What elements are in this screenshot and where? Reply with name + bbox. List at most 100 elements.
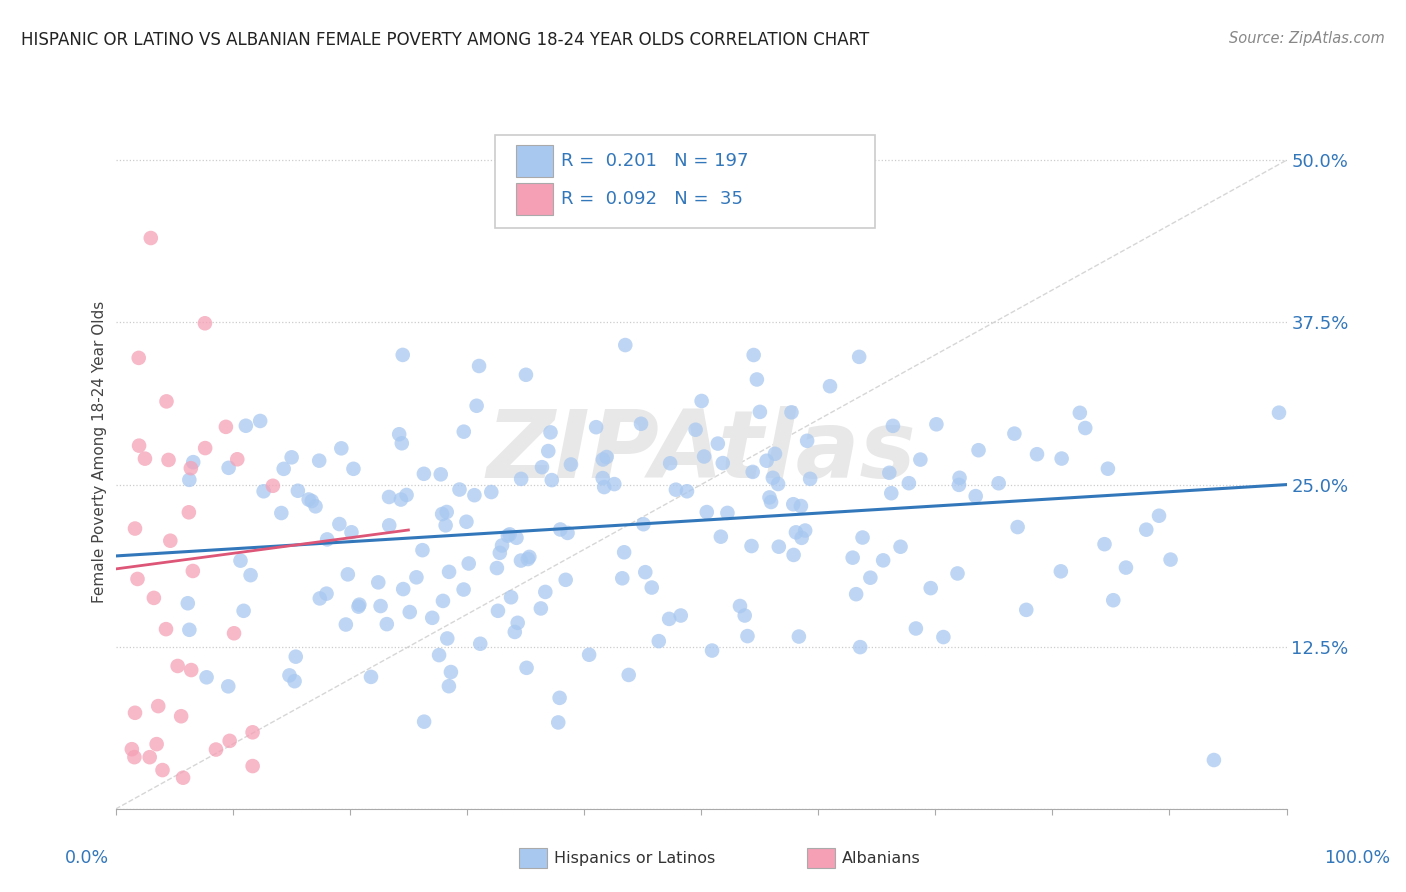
- Text: R =  0.092   N =  35: R = 0.092 N = 35: [561, 190, 744, 209]
- Point: [340, 525, 363, 540]
- Point: [794, 524, 817, 538]
- Point: [127, 572, 149, 586]
- Point: [457, 557, 479, 571]
- Y-axis label: Female Poverty Among 18-24 Year Olds: Female Poverty Among 18-24 Year Olds: [93, 301, 107, 603]
- Point: [762, 471, 785, 485]
- Point: [270, 506, 292, 520]
- Point: [388, 427, 411, 442]
- Point: [215, 420, 238, 434]
- Text: Hispanics or Latinos: Hispanics or Latinos: [554, 851, 716, 865]
- Point: [1007, 520, 1029, 534]
- Point: [145, 737, 167, 751]
- Point: [449, 483, 471, 497]
- Point: [503, 624, 526, 639]
- Point: [557, 525, 579, 540]
- Point: [1097, 461, 1119, 475]
- Point: [304, 500, 326, 514]
- Point: [763, 447, 786, 461]
- Point: [205, 742, 228, 756]
- Point: [499, 591, 522, 605]
- Point: [436, 632, 458, 646]
- Point: [367, 575, 389, 590]
- Point: [612, 571, 634, 585]
- Point: [851, 531, 873, 545]
- Point: [242, 725, 264, 739]
- Point: [904, 622, 927, 636]
- Point: [463, 488, 485, 502]
- Point: [516, 661, 538, 675]
- Point: [172, 771, 194, 785]
- Point: [641, 581, 664, 595]
- Point: [548, 690, 571, 705]
- Point: [139, 231, 162, 245]
- Point: [252, 484, 274, 499]
- Point: [547, 715, 569, 730]
- Point: [1102, 593, 1125, 607]
- Point: [768, 540, 790, 554]
- Point: [1050, 451, 1073, 466]
- Point: [1268, 406, 1291, 420]
- Point: [124, 522, 146, 536]
- Point: [530, 460, 553, 475]
- Point: [335, 617, 357, 632]
- Point: [758, 491, 780, 505]
- Point: [398, 605, 420, 619]
- Point: [411, 543, 433, 558]
- Point: [790, 499, 813, 513]
- Point: [298, 492, 321, 507]
- Point: [157, 453, 180, 467]
- Point: [437, 679, 460, 693]
- Point: [330, 442, 353, 456]
- Point: [121, 742, 143, 756]
- Point: [218, 734, 240, 748]
- Point: [669, 608, 692, 623]
- Point: [510, 472, 533, 486]
- Point: [1026, 447, 1049, 461]
- Point: [716, 506, 738, 520]
- Point: [378, 490, 401, 504]
- Point: [436, 505, 458, 519]
- Point: [159, 533, 181, 548]
- Point: [790, 531, 813, 545]
- Point: [242, 759, 264, 773]
- Point: [633, 517, 655, 532]
- Point: [1094, 537, 1116, 551]
- Point: [1074, 421, 1097, 435]
- Point: [510, 553, 533, 567]
- Point: [128, 351, 150, 365]
- Point: [505, 531, 527, 545]
- Point: [194, 441, 217, 455]
- Point: [308, 453, 330, 467]
- Point: [540, 425, 562, 440]
- Point: [124, 750, 146, 764]
- Point: [787, 630, 810, 644]
- Text: Source: ZipAtlas.com: Source: ZipAtlas.com: [1229, 31, 1385, 46]
- Point: [515, 368, 537, 382]
- Point: [287, 483, 309, 498]
- Point: [759, 495, 782, 509]
- Point: [432, 594, 454, 608]
- Point: [347, 599, 370, 614]
- Point: [440, 665, 463, 679]
- Point: [430, 507, 453, 521]
- Point: [413, 714, 436, 729]
- Point: [308, 591, 330, 606]
- Point: [818, 379, 841, 393]
- Point: [235, 418, 257, 433]
- Point: [932, 630, 955, 644]
- Point: [195, 670, 218, 684]
- Point: [222, 626, 245, 640]
- Point: [465, 399, 488, 413]
- Point: [879, 466, 901, 480]
- Point: [517, 549, 540, 564]
- Point: [180, 663, 202, 677]
- Point: [710, 530, 733, 544]
- Point: [155, 622, 177, 636]
- Point: [405, 570, 427, 584]
- Point: [676, 484, 699, 499]
- Point: [378, 518, 401, 533]
- Point: [453, 582, 475, 597]
- Point: [278, 668, 301, 682]
- Point: [1069, 406, 1091, 420]
- Point: [412, 467, 434, 481]
